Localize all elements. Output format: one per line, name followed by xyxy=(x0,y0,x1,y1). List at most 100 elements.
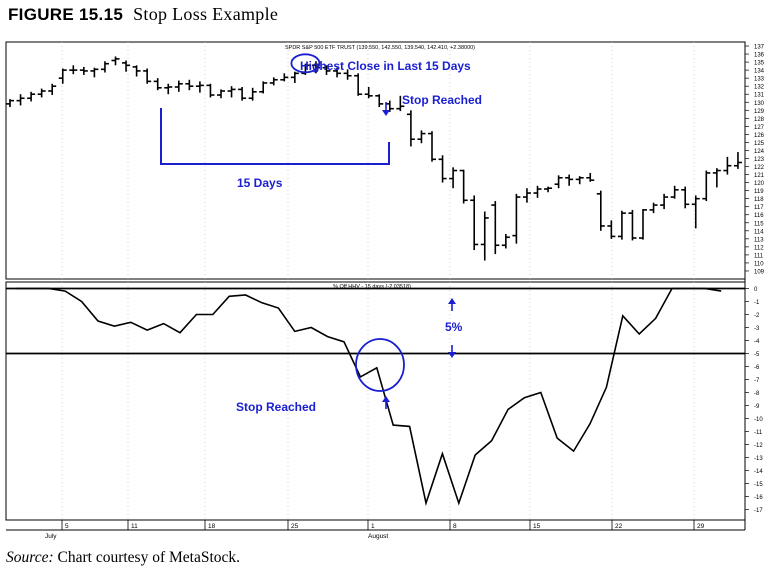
date-tick-label: 8 xyxy=(453,523,457,530)
ohlc-bar xyxy=(438,155,447,183)
stop-arrow-up-head xyxy=(382,396,390,402)
price-tick-label: 123 xyxy=(754,157,765,163)
ohlc-bar xyxy=(111,56,120,66)
month-label: July xyxy=(45,533,57,540)
ohlc-bar xyxy=(544,186,553,193)
figure-subtitle: Stop Loss Example xyxy=(133,4,279,24)
indicator-tick-label: -5 xyxy=(754,352,760,358)
price-tick-label: 120 xyxy=(754,181,765,187)
ohlc-bar xyxy=(533,185,542,198)
indicator-tick-label: -17 xyxy=(754,508,763,514)
ohlc-bar xyxy=(660,193,669,210)
price-tick-label: 115 xyxy=(754,221,764,227)
price-tick-label: 122 xyxy=(754,165,765,171)
indicator-tick-label: -14 xyxy=(754,469,763,475)
price-tick-label: 113 xyxy=(754,237,764,243)
ohlc-bar xyxy=(27,91,36,102)
indicator-tick-label: -16 xyxy=(754,495,763,501)
stop-arrow-head xyxy=(382,110,390,116)
ohlc-bar xyxy=(143,68,152,84)
price-tick-label: 117 xyxy=(754,205,764,211)
ohlc-bar xyxy=(79,66,88,75)
five-pct-arrow-down-head xyxy=(448,352,456,358)
indicator-tick-label: -7 xyxy=(754,378,760,384)
indicator-tick-label: -2 xyxy=(754,313,760,319)
price-tick-label: 137 xyxy=(754,45,765,51)
ohlc-bar xyxy=(90,67,99,78)
price-tick-label: 124 xyxy=(754,149,765,155)
ohlc-bar xyxy=(628,209,637,241)
price-tick-label: 134 xyxy=(754,69,765,75)
price-tick-label: 131 xyxy=(754,93,765,99)
ohlc-bar xyxy=(639,209,647,240)
ohlc-bar xyxy=(6,99,14,108)
indicator-tick-label: -8 xyxy=(754,391,760,397)
ohlc-bar xyxy=(238,86,247,101)
indicator-tick-label: -3 xyxy=(754,326,760,332)
indicator-tick-label: -4 xyxy=(754,339,760,345)
date-tick-label: 15 xyxy=(533,523,541,530)
ohlc-bar xyxy=(607,220,616,239)
highest-close-label: Highest Close in Last 15 Days xyxy=(300,59,471,73)
ohlc-bar xyxy=(670,185,679,199)
indicator-tick-label: -11 xyxy=(754,430,763,436)
highest-close-circle xyxy=(290,53,321,74)
ohlc-bar xyxy=(417,130,426,144)
indicator-tick-label: -15 xyxy=(754,482,763,488)
ohlc-bar xyxy=(712,168,721,188)
date-tick-label: 22 xyxy=(615,523,623,530)
fifteen-days-bracket xyxy=(160,108,390,165)
price-tick-label: 135 xyxy=(754,61,765,67)
ohlc-bar xyxy=(354,73,363,96)
indicator-panel-title: % Off HHV - 15 days (-2.03518) xyxy=(333,284,411,290)
source-text: Chart courtesy of MetaStock. xyxy=(57,549,241,566)
five-pct-arrow-up-head xyxy=(448,298,456,304)
ohlc-bar xyxy=(554,175,563,189)
date-tick-label: 18 xyxy=(208,523,216,530)
price-panel-title: SPDR S&P 500 ETF TRUST (139.550, 142.550… xyxy=(285,45,475,51)
price-tick-label: 128 xyxy=(754,117,765,123)
ohlc-bar xyxy=(217,89,225,99)
ohlc-bar xyxy=(681,186,690,209)
ohlc-bar xyxy=(100,61,109,73)
indicator-tick-label: -12 xyxy=(754,443,763,449)
ohlc-bar xyxy=(58,68,67,84)
ohlc-bar xyxy=(333,67,342,78)
source-note: Source: Chart courtesy of MetaStock. xyxy=(6,549,240,567)
five-percent-label: 5% xyxy=(445,320,463,334)
date-tick-label: 25 xyxy=(291,523,299,530)
ohlc-bar xyxy=(364,86,373,99)
price-tick-label: 127 xyxy=(754,125,765,131)
ohlc-bar xyxy=(575,176,584,185)
ohlc-bar xyxy=(428,131,436,162)
ohlc-bar xyxy=(702,170,711,202)
price-tick-label: 132 xyxy=(754,85,765,91)
ohlc-bar xyxy=(596,190,605,231)
ohlc-bar xyxy=(290,71,299,83)
ohlc-bar xyxy=(16,94,25,106)
source-prefix: Source: xyxy=(6,549,54,566)
ohlc-bar xyxy=(269,77,278,86)
ohlc-bar xyxy=(459,169,468,204)
ohlc-bar xyxy=(480,211,489,261)
stop-reached-circle xyxy=(355,338,405,392)
date-tick-label: 29 xyxy=(697,523,705,530)
ohlc-bar xyxy=(227,86,236,98)
price-tick-label: 116 xyxy=(754,213,764,219)
price-panel-frame xyxy=(5,41,746,280)
price-tick-label: 130 xyxy=(754,101,765,107)
indicator-tick-label: -9 xyxy=(754,404,760,410)
price-tick-label: 133 xyxy=(754,77,765,83)
date-tick-label: 1 xyxy=(371,523,375,530)
price-tick-label: 126 xyxy=(754,133,765,139)
ohlc-bar xyxy=(449,167,458,189)
ohlc-bar xyxy=(37,88,46,98)
ohlc-bar xyxy=(491,201,500,255)
indicator-tick-label: 0 xyxy=(754,287,758,293)
ohlc-bar xyxy=(280,73,289,82)
date-tick-label: 5 xyxy=(65,523,69,530)
stop-reached-bottom-label: Stop Reached xyxy=(236,400,316,414)
ohlc-bar xyxy=(195,81,204,93)
pct-off-hhv-line xyxy=(16,287,722,507)
ohlc-bar xyxy=(649,202,658,214)
